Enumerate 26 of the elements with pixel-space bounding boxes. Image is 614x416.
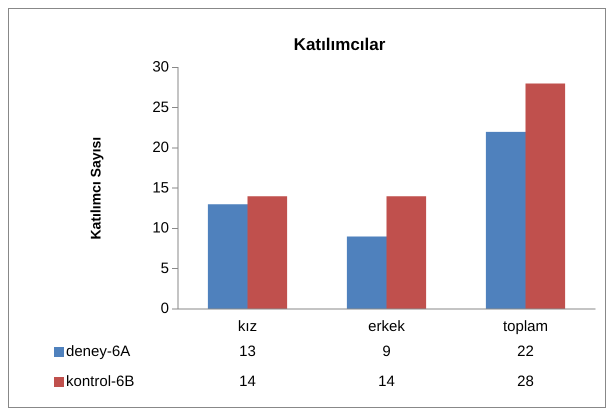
- legend-label: kontrol-6B: [66, 373, 134, 390]
- y-tick-label: 15: [152, 179, 169, 196]
- data-label: 28: [517, 373, 534, 390]
- data-label: 14: [239, 373, 256, 390]
- legend-label: deney-6A: [66, 343, 130, 360]
- bar: [486, 132, 526, 308]
- data-label: 14: [378, 373, 395, 390]
- y-tick-label: 10: [152, 220, 169, 237]
- y-axis-title: Katılımcı Sayısı: [87, 136, 104, 240]
- y-tick-label: 20: [152, 139, 169, 156]
- data-label: 13: [239, 343, 256, 360]
- bar: [208, 204, 248, 308]
- bar: [346, 236, 386, 308]
- y-tick-label: 5: [160, 260, 169, 277]
- y-tick-label: 0: [160, 300, 169, 318]
- x-tick-label: erkek: [368, 318, 406, 336]
- bar: [386, 196, 426, 308]
- data-label: 22: [517, 343, 534, 360]
- bar: [248, 196, 288, 308]
- chart-title: Katılımcılar: [294, 34, 386, 54]
- y-tick-label: 25: [152, 98, 169, 116]
- y-tick-label: 30: [152, 58, 169, 76]
- data-label: 9: [382, 343, 391, 360]
- x-tick-label: kız: [238, 318, 258, 336]
- x-tick-label: toplam: [502, 318, 548, 336]
- bar: [526, 84, 566, 308]
